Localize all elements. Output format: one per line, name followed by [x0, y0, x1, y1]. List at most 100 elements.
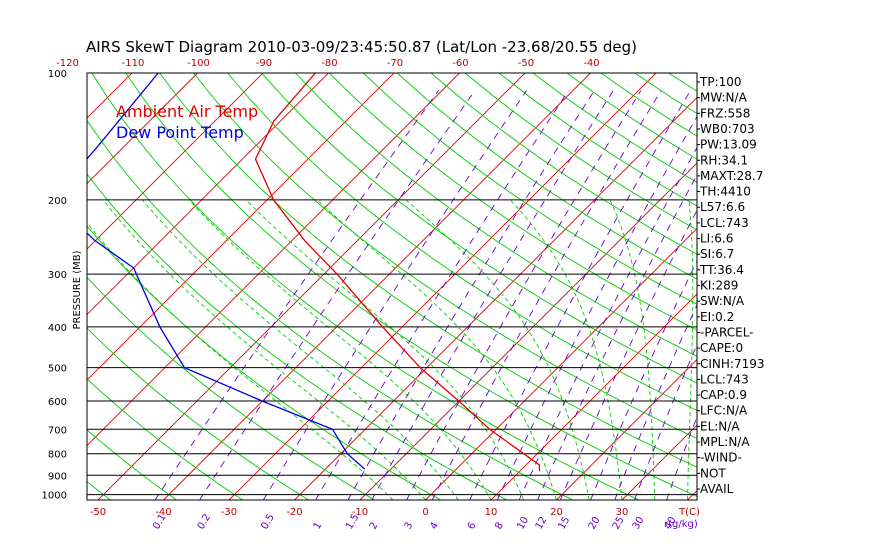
top-temp-tick-label: -100	[187, 58, 210, 69]
index-item: NOT	[700, 466, 726, 480]
mixing-ratio-line	[315, 90, 569, 500]
index-item: MPL:N/A	[700, 435, 750, 449]
mixing-ratio-unit: r(g/kg)	[664, 519, 698, 530]
mixing-ratio-label: 30	[631, 515, 647, 532]
mixing-ratio-line	[469, 90, 691, 500]
index-item: SW:N/A	[700, 294, 745, 308]
top-temp-tick-label: -60	[452, 58, 468, 69]
index-item: L57:6.6	[700, 200, 745, 214]
legend-dew: Dew Point Temp	[116, 123, 244, 142]
index-item: KI:289	[700, 279, 738, 293]
pressure-tick-label: 100	[48, 69, 67, 80]
index-item: SI:6.7	[700, 247, 734, 261]
bottom-temp-tick-label: -40	[155, 507, 171, 518]
top-temp-tick-label: -50	[518, 58, 534, 69]
isotherm-line	[228, 73, 657, 500]
dry-adiabat-line	[362, 73, 697, 305]
index-item: TH:4410	[699, 185, 751, 199]
moist-adiabat-line	[188, 199, 492, 500]
sounding-series	[87, 73, 541, 472]
bottom-temp-tick-label: -20	[286, 507, 302, 518]
dry-adiabat-line	[328, 73, 697, 331]
index-item: AVAIL	[700, 482, 734, 496]
dew-point-line	[87, 73, 366, 470]
dry-adiabat-line	[193, 73, 697, 439]
mixing-ratio-line	[590, 259, 697, 500]
mixing-ratio-label: 6	[466, 520, 479, 531]
mixing-ratio-line	[559, 209, 697, 500]
mixing-ratio-line	[537, 173, 697, 500]
index-item: EI:0.2	[700, 310, 734, 324]
dry-adiabat-line	[87, 276, 375, 500]
legend: Ambient Air Temp Dew Point Temp	[116, 102, 258, 142]
isotherm-line	[87, 73, 329, 316]
mixing-ratio-label: 0.5	[259, 512, 276, 531]
index-item: MAXT:28.7	[700, 169, 763, 183]
index-item: -WIND-	[700, 451, 742, 465]
index-item: PW:13.09	[700, 138, 757, 152]
bottom-temp-tick-label: 10	[485, 507, 498, 518]
index-item: LFC:N/A	[700, 404, 748, 418]
moist-adiabat-line	[687, 199, 694, 500]
mixing-ratio-line	[496, 115, 697, 500]
dry-adiabat-line	[668, 73, 697, 92]
pressure-tick-label: 800	[48, 450, 67, 461]
dry-adiabat-line	[295, 73, 697, 357]
top-temp-tick-label: -90	[256, 58, 272, 69]
moist-adiabat-line	[245, 199, 525, 500]
top-temp-ticks: -120 -110 -100 -90 -80 -70 -60 -50 -40	[56, 58, 600, 69]
mixing-ratio-line	[666, 415, 697, 500]
moist-adiabats	[87, 199, 694, 500]
dry-adiabat-line	[91, 73, 639, 500]
moist-adiabat-line	[609, 199, 656, 500]
pressure-tick-label: 1000	[42, 491, 67, 502]
pressure-tick-label: 500	[48, 364, 67, 375]
index-item: CAPE:0	[700, 341, 743, 355]
moist-adiabat-line	[141, 199, 459, 500]
index-item: CAP:0.9	[700, 388, 747, 402]
pressure-tick-label: 600	[48, 397, 67, 408]
x-axis-label: T(C)	[678, 507, 700, 518]
mixing-ratio-label: 10	[515, 515, 531, 532]
pressure-tick-label: 200	[48, 196, 67, 207]
pressure-tick-label: 700	[48, 425, 67, 436]
index-item: WB0:703	[700, 122, 755, 136]
pressure-ticks: 100 200 300 400 500 600 700 800 900 1000	[42, 69, 67, 502]
isotherm-line	[294, 96, 697, 500]
isobars	[87, 73, 697, 496]
mixing-ratio-line	[406, 90, 642, 500]
mixing-ratio-label: 2	[368, 520, 381, 531]
mixing-ratio-label: 3	[403, 520, 416, 531]
top-temp-tick-label: -70	[387, 58, 403, 69]
dry-adiabats	[87, 73, 870, 500]
dry-adiabat-line	[159, 73, 697, 468]
chart-title: AIRS SkewT Diagram 2010-03-09/23:45:50.8…	[86, 38, 637, 56]
bottom-temp-tick-label: -50	[90, 507, 106, 518]
isotherm-line	[87, 73, 198, 185]
index-item: FRZ:558	[700, 106, 750, 120]
index-item: TT:36.4	[699, 263, 744, 277]
mixing-ratio-label: 8	[493, 520, 506, 531]
index-item: TP:100	[699, 75, 742, 89]
mixing-ratio-label: 0.2	[196, 512, 213, 531]
dry-adiabat-line	[261, 73, 697, 384]
isotherm-line	[87, 73, 264, 250]
bottom-temp-tick-label: 30	[616, 507, 629, 518]
bottom-temp-tick-label: 20	[550, 507, 563, 518]
dry-adiabat-line	[770, 73, 870, 500]
top-temp-tick-label: -120	[56, 58, 79, 69]
index-item: LCL:743	[700, 216, 749, 230]
legend-temp: Ambient Air Temp	[116, 102, 258, 121]
mixing-ratio-label: 1	[312, 520, 325, 531]
mixing-ratio-label: 4	[428, 520, 441, 531]
dry-adiabat-line	[804, 73, 870, 500]
pressure-tick-label: 300	[48, 270, 67, 281]
isotherm-line	[0, 73, 1, 500]
mixing-ratio-line	[634, 343, 697, 500]
moist-adiabat-line	[316, 199, 557, 500]
index-item: RH:34.1	[700, 153, 748, 167]
mixing-ratio-line	[154, 90, 439, 500]
moist-adiabat-line	[102, 199, 426, 500]
isotherm-line	[753, 73, 870, 500]
